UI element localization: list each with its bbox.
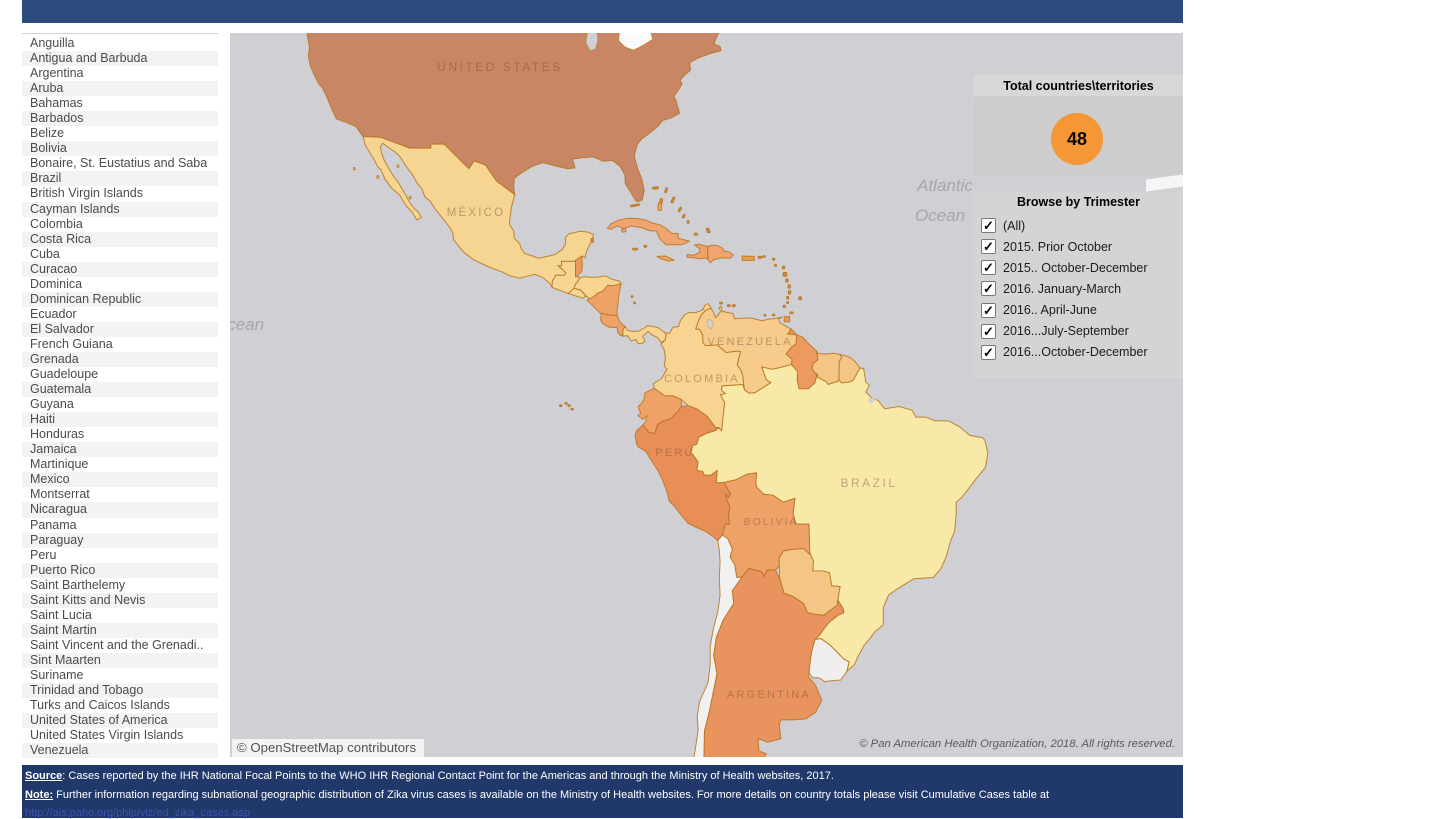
svg-text:COLOMBIA: COLOMBIA (664, 373, 740, 385)
svg-text:BOLIVIA: BOLIVIA (744, 516, 799, 528)
svg-text:ARGENTINA: ARGENTINA (727, 689, 811, 701)
svg-text:UNITED STATES: UNITED STATES (437, 60, 562, 74)
svg-text:MÉXICO: MÉXICO (447, 206, 506, 219)
svg-text:PERÚ: PERÚ (655, 446, 694, 459)
svg-text:BRAZIL: BRAZIL (840, 476, 897, 490)
svg-text:Ocean: Ocean (915, 206, 965, 225)
svg-text:Atlantic: Atlantic (916, 176, 973, 195)
svg-text:VENEZUELA: VENEZUELA (707, 336, 792, 348)
svg-text:Ocean: Ocean (230, 315, 264, 334)
